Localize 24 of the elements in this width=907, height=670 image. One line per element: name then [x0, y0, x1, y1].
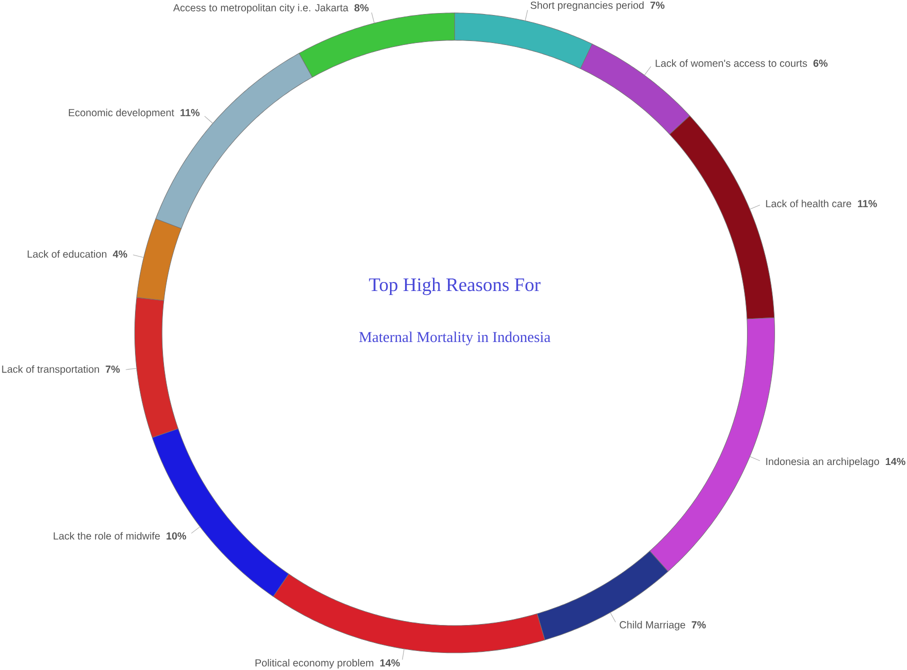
- slice-label: Political economy problem: [256, 659, 374, 669]
- slice-label: Lack of women's access to courts: [656, 59, 808, 67]
- slice-label: Lack the role of midwife: [54, 532, 160, 540]
- data-label: 6%: [813, 60, 828, 67]
- slice-label: Lack of health care: [766, 200, 852, 208]
- data-label: 14%: [380, 659, 400, 667]
- data-label: 11%: [180, 109, 200, 116]
- slice-label: Indonesia an archipelago: [766, 458, 880, 468]
- text: Maternal Mortality in Indonesia: [359, 332, 550, 346]
- slice-label: Economic development: [68, 108, 174, 118]
- slice-label: Lack of transportation: [2, 365, 99, 375]
- data-label: 7%: [106, 366, 120, 373]
- slice-label: Lack of education: [28, 250, 106, 258]
- data-label: 7%: [650, 2, 664, 9]
- data-label: 11%: [858, 200, 877, 208]
- text: Top High Reasons For: [369, 278, 540, 296]
- data-label: 7%: [692, 621, 706, 628]
- slice-label: Child Marriage: [620, 620, 686, 630]
- slice-label: Short pregnancies period: [530, 1, 644, 11]
- data-label: 8%: [354, 4, 369, 12]
- data-label: 4%: [112, 250, 128, 258]
- data-label: 10%: [166, 532, 186, 540]
- slice-label: Access to metropolitan city i.e. Jakarta: [173, 4, 348, 14]
- data-label: 14%: [886, 458, 906, 466]
